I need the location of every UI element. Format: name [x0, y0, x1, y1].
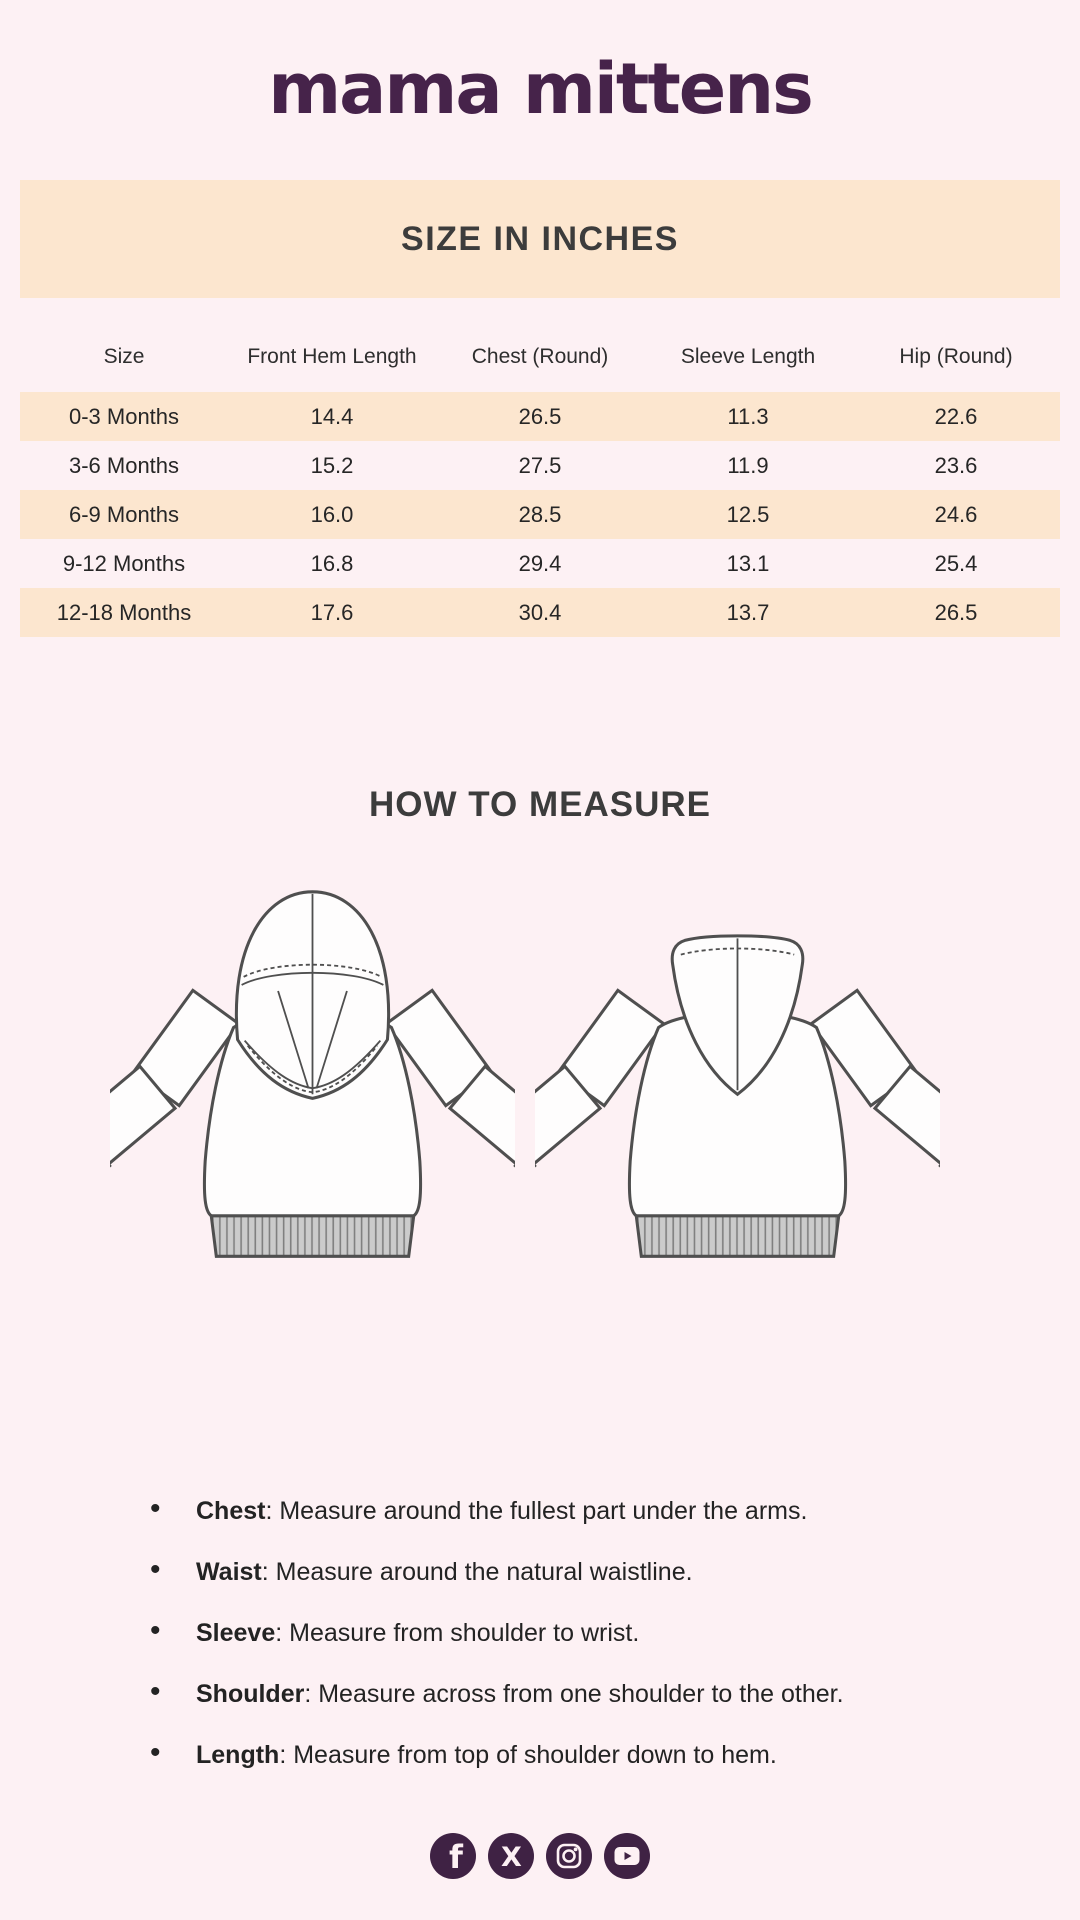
sleeve-left [535, 988, 666, 1181]
instagram-icon [546, 1833, 592, 1879]
column-header-chest: Chest (Round) [471, 345, 609, 368]
cell-value: 26.5 [934, 599, 978, 625]
cell-size: 0-3 Months [68, 403, 180, 429]
column-header-hip: Hip (Round) [899, 345, 1013, 368]
youtube-icon [604, 1833, 650, 1879]
instruction-shoulder: Shoulder: Measure across from one should… [148, 1675, 968, 1711]
table-row: 3-6 Months 15.2 27.5 11.9 23.6 [20, 441, 1060, 490]
cell-value: 16.0 [310, 501, 354, 527]
cell-value: 26.5 [518, 403, 562, 429]
cell-value: 14.4 [310, 403, 354, 429]
brand-logo: mama mittens [268, 48, 814, 130]
table-row: 12-18 Months 17.6 30.4 13.7 26.5 [20, 588, 1060, 637]
cell-size: 12-18 Months [56, 599, 192, 625]
sleeve-right [809, 988, 940, 1181]
size-chart-title: SIZE IN INCHES [401, 219, 679, 258]
cell-value: 11.9 [727, 452, 769, 478]
svg-text:X: X [501, 1842, 522, 1873]
instruction-sleeve: Sleeve: Measure from shoulder to wrist. [148, 1614, 968, 1650]
svg-text:f: f [449, 1838, 464, 1876]
cell-value: 17.6 [310, 599, 354, 625]
table-row: 0-3 Months 14.4 26.5 11.3 22.6 [20, 392, 1060, 441]
sleeve-right [384, 988, 515, 1181]
column-header-sleeve: Sleeve Length [680, 345, 816, 368]
youtube-link[interactable] [603, 1832, 651, 1880]
cell-value: 22.6 [934, 403, 978, 429]
instagram-link[interactable] [545, 1832, 593, 1880]
cell-value: 11.3 [727, 403, 769, 429]
table-row: 9-12 Months 16.8 29.4 13.1 25.4 [20, 539, 1060, 588]
cell-value: 28.5 [518, 501, 562, 527]
social-links: f X [0, 1832, 1080, 1880]
cell-size: 6-9 Months [68, 501, 180, 527]
instruction-waist: Waist: Measure around the natural waistl… [148, 1553, 968, 1589]
cell-value: 29.4 [518, 550, 562, 576]
hem-band [209, 1214, 416, 1258]
facebook-icon: f [430, 1833, 476, 1879]
hem-band [634, 1214, 841, 1258]
cell-value: 12.5 [726, 501, 770, 527]
x-twitter-link[interactable]: X [487, 1832, 535, 1880]
cell-value: 27.5 [518, 452, 562, 478]
x-icon: X [488, 1833, 534, 1879]
table-row: 6-9 Months 16.0 28.5 12.5 24.6 [20, 490, 1060, 539]
cell-value: 15.2 [310, 452, 354, 478]
cell-value: 16.8 [310, 550, 354, 576]
how-to-measure-title: HOW TO MEASURE [369, 785, 711, 824]
measure-instructions: Chest: Measure around the fullest part u… [148, 1492, 968, 1799]
size-chart-banner: SIZE IN INCHES [20, 180, 1060, 298]
sleeve-left [110, 988, 241, 1181]
facebook-link[interactable]: f [429, 1832, 477, 1880]
cell-value: 13.7 [726, 599, 770, 625]
cell-size: 9-12 Months [62, 550, 186, 576]
cell-value: 23.6 [934, 452, 978, 478]
cell-value: 30.4 [518, 599, 562, 625]
hoodie-front-illustration [110, 890, 515, 1258]
cell-size: 3-6 Months [68, 452, 180, 478]
size-table-header: Size Front Hem Length Chest (Round) Slee… [20, 328, 1060, 386]
cell-value: 24.6 [934, 501, 978, 527]
column-header-front-hem: Front Hem Length [247, 345, 417, 368]
cell-value: 13.1 [726, 550, 770, 576]
instruction-length: Length: Measure from top of shoulder dow… [148, 1736, 968, 1772]
hoodie-back-illustration [535, 934, 940, 1258]
instruction-chest: Chest: Measure around the fullest part u… [148, 1492, 968, 1528]
size-table-body: 0-3 Months 14.4 26.5 11.3 22.6 3-6 Month… [20, 392, 1060, 637]
column-header-size: Size [103, 345, 145, 368]
cell-value: 25.4 [934, 550, 978, 576]
